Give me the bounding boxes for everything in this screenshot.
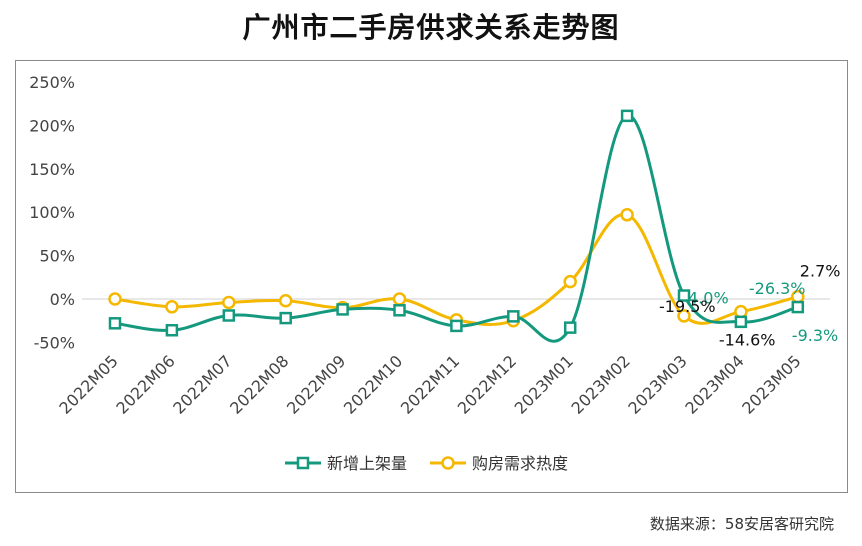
y-tick-label: 200% [29, 116, 75, 135]
x-tick-label: 2022M09 [283, 351, 349, 417]
data-point-demand [734, 304, 748, 319]
data-source: 数据来源：58安居客研究院 [649, 515, 834, 533]
x-tick-label: 2022M10 [340, 351, 406, 417]
legend-label: 购房需求热度 [472, 454, 568, 473]
y-tick-label: 50% [39, 247, 75, 266]
data-point-supply [450, 319, 463, 333]
chart-frame [15, 60, 848, 493]
data-point-supply [279, 311, 292, 325]
data-point-supply [165, 323, 179, 337]
data-point-demand [620, 208, 634, 222]
x-tick-label: 2023M04 [681, 351, 747, 417]
data-point-supply [507, 310, 520, 323]
x-tick-label: 2022M05 [55, 351, 121, 417]
data-point-supply [563, 321, 577, 334]
chart-title: 广州市二手房供求关系走势图 [242, 11, 620, 44]
data-point-supply [734, 315, 748, 329]
x-tick-label: 2022M07 [169, 351, 235, 417]
x-tick-label: 2023M02 [568, 351, 634, 417]
y-tick-label: 0% [50, 290, 75, 309]
legend-marker-square [296, 456, 310, 470]
y-tick-label: 100% [29, 203, 75, 222]
data-point-supply [336, 303, 349, 316]
data-point-demand [108, 292, 122, 306]
x-tick-label: 2023M03 [624, 351, 690, 417]
data-point-demand [278, 293, 293, 308]
data-point-demand [165, 300, 179, 314]
data-label: -19.5% [659, 297, 716, 316]
data-point-demand [677, 309, 691, 323]
x-tick-label: 2023M05 [738, 351, 804, 417]
y-tick-label: 250% [29, 73, 75, 92]
data-point-supply [222, 309, 236, 322]
data-point-supply [620, 109, 634, 123]
x-tick-label: 2022M08 [226, 351, 292, 417]
data-point-supply [393, 304, 406, 317]
x-tick-label: 2023M01 [511, 351, 577, 417]
data-point-demand [222, 295, 236, 310]
legend-label: 新增上架量 [327, 454, 407, 473]
data-point-demand [563, 274, 577, 289]
data-point-demand [392, 292, 407, 306]
legend-marker-circle [441, 456, 455, 470]
data-label: 4.0% [688, 289, 729, 308]
data-point-supply [677, 289, 691, 302]
data-label: -26.3% [749, 279, 806, 298]
data-label: -14.6% [719, 331, 776, 350]
y-tick-label: -50% [34, 333, 75, 352]
data-point-supply [791, 300, 805, 314]
data-label: 2.7% [800, 262, 841, 281]
y-tick-label: 150% [29, 160, 75, 179]
x-tick-label: 2022M06 [112, 351, 178, 417]
x-tick-label: 2022M11 [397, 351, 463, 417]
data-label: -9.3% [792, 326, 838, 345]
data-point-supply [108, 317, 122, 330]
x-tick-label: 2022M12 [454, 351, 520, 417]
